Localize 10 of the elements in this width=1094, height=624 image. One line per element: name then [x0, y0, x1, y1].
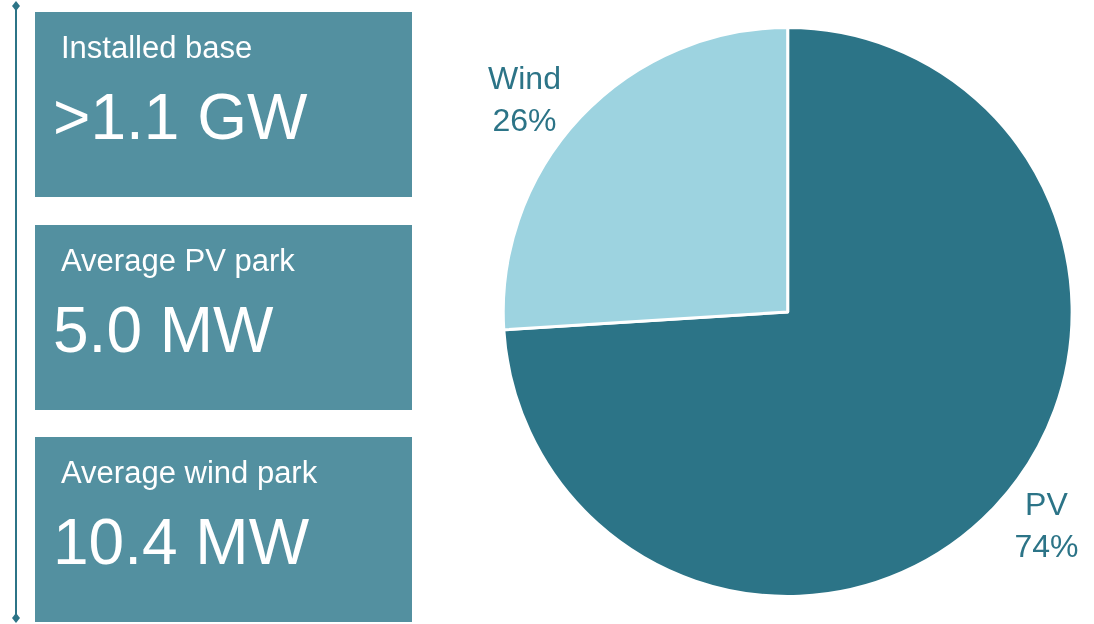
text: Average PV park — [61, 242, 295, 279]
text: Average wind park — [61, 455, 318, 491]
slice-label: Wind — [488, 60, 561, 97]
text: 5.0 MW — [53, 292, 274, 367]
text: >1.1 GW — [53, 80, 308, 154]
text: 10.4 MW — [53, 505, 310, 579]
data-label: 26% — [492, 101, 557, 138]
text: Installed base — [61, 30, 253, 66]
slice-label: PV — [1025, 486, 1069, 523]
data-label: 74% — [1014, 527, 1079, 564]
